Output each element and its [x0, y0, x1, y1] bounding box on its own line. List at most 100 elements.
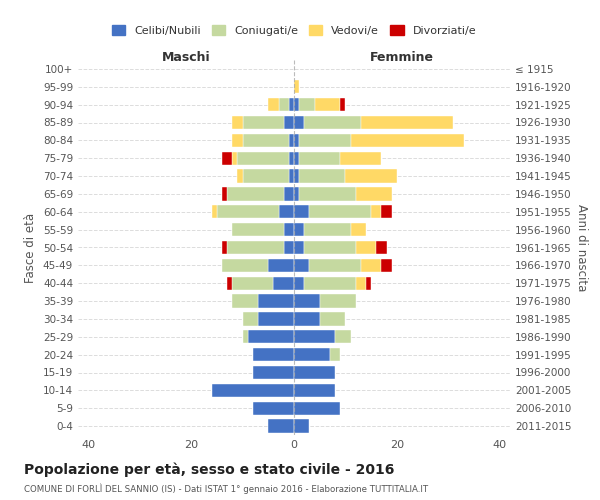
Bar [268, 98, 278, 112]
Bar [227, 241, 284, 254]
Bar [340, 98, 346, 112]
Bar [310, 205, 371, 218]
Bar [284, 116, 294, 129]
Bar [304, 241, 356, 254]
Bar [232, 116, 242, 129]
Legend: Celibi/Nubili, Coniugati/e, Vedovi/e, Divorziati/e: Celibi/Nubili, Coniugati/e, Vedovi/e, Di… [107, 20, 481, 40]
Bar [299, 98, 314, 112]
Bar [340, 152, 382, 165]
Bar [222, 187, 227, 200]
Text: Popolazione per età, sesso e stato civile - 2016: Popolazione per età, sesso e stato civil… [24, 462, 394, 477]
Bar [335, 330, 350, 344]
Text: Femmine: Femmine [370, 50, 434, 64]
Bar [294, 98, 299, 112]
Bar [253, 366, 294, 379]
Bar [320, 294, 356, 308]
Bar [350, 134, 464, 147]
Bar [294, 258, 310, 272]
Text: Maschi: Maschi [161, 50, 211, 64]
Bar [310, 258, 361, 272]
Bar [299, 187, 356, 200]
Bar [294, 294, 320, 308]
Bar [376, 241, 386, 254]
Bar [227, 187, 284, 200]
Bar [232, 294, 258, 308]
Bar [232, 276, 274, 290]
Bar [366, 276, 371, 290]
Bar [371, 205, 382, 218]
Bar [278, 205, 294, 218]
Bar [294, 276, 304, 290]
Bar [294, 223, 304, 236]
Bar [242, 116, 284, 129]
Bar [361, 258, 382, 272]
Bar [212, 205, 217, 218]
Bar [289, 98, 294, 112]
Bar [294, 187, 299, 200]
Bar [212, 384, 294, 397]
Bar [294, 402, 340, 415]
Bar [294, 170, 299, 183]
Bar [222, 152, 232, 165]
Bar [253, 348, 294, 362]
Bar [299, 152, 340, 165]
Y-axis label: Anni di nascita: Anni di nascita [575, 204, 588, 291]
Bar [294, 241, 304, 254]
Bar [294, 348, 330, 362]
Bar [294, 384, 335, 397]
Bar [242, 170, 289, 183]
Bar [294, 152, 299, 165]
Bar [304, 223, 350, 236]
Bar [294, 116, 304, 129]
Bar [294, 205, 310, 218]
Bar [294, 312, 320, 326]
Bar [289, 170, 294, 183]
Bar [278, 98, 289, 112]
Bar [304, 116, 361, 129]
Bar [232, 134, 242, 147]
Bar [330, 348, 340, 362]
Bar [382, 205, 392, 218]
Bar [304, 276, 356, 290]
Bar [253, 402, 294, 415]
Bar [294, 420, 310, 433]
Bar [242, 330, 248, 344]
Bar [350, 223, 366, 236]
Bar [222, 241, 227, 254]
Bar [294, 330, 335, 344]
Bar [222, 258, 268, 272]
Y-axis label: Fasce di età: Fasce di età [25, 212, 37, 282]
Bar [382, 258, 392, 272]
Bar [217, 205, 278, 218]
Bar [284, 241, 294, 254]
Bar [356, 276, 366, 290]
Bar [294, 134, 299, 147]
Bar [258, 312, 294, 326]
Bar [284, 187, 294, 200]
Bar [238, 170, 242, 183]
Text: COMUNE DI FORLÌ DEL SANNIO (IS) - Dati ISTAT 1° gennaio 2016 - Elaborazione TUTT: COMUNE DI FORLÌ DEL SANNIO (IS) - Dati I… [24, 484, 428, 494]
Bar [227, 276, 232, 290]
Bar [320, 312, 346, 326]
Bar [294, 80, 299, 94]
Bar [294, 366, 335, 379]
Bar [299, 170, 346, 183]
Bar [274, 276, 294, 290]
Bar [346, 170, 397, 183]
Bar [232, 152, 238, 165]
Bar [232, 223, 284, 236]
Bar [299, 134, 350, 147]
Bar [356, 241, 376, 254]
Bar [356, 187, 392, 200]
Bar [242, 134, 289, 147]
Bar [289, 134, 294, 147]
Bar [314, 98, 340, 112]
Bar [248, 330, 294, 344]
Bar [268, 420, 294, 433]
Bar [258, 294, 294, 308]
Bar [361, 116, 454, 129]
Bar [284, 223, 294, 236]
Bar [289, 152, 294, 165]
Bar [238, 152, 289, 165]
Bar [268, 258, 294, 272]
